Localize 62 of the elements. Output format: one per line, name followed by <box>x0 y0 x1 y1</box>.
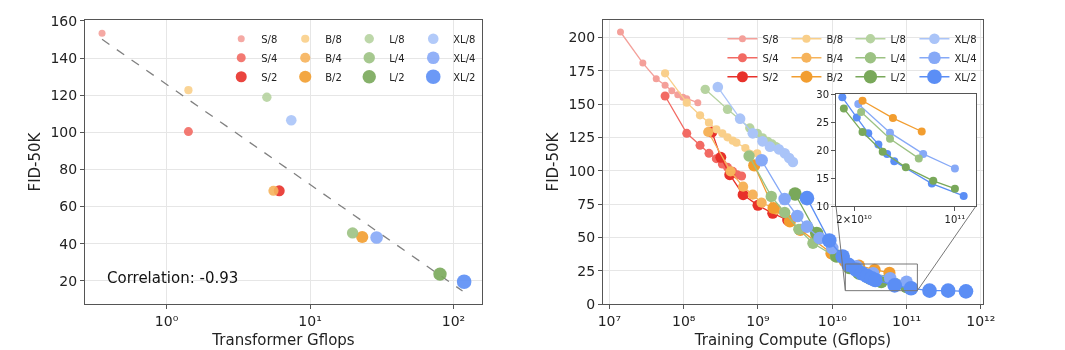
y-tick-label: 15 <box>816 172 829 184</box>
y-tick-label: 20 <box>59 272 78 289</box>
y-tick-label: 60 <box>59 198 78 215</box>
legend-label: S/2 <box>762 71 779 83</box>
legend-label: L/2 <box>389 71 405 83</box>
legend-label: XL/2 <box>453 71 476 83</box>
y-tick-label: 30 <box>816 88 829 100</box>
legend-label: XL/4 <box>954 52 977 64</box>
legend-label: L/8 <box>389 33 405 45</box>
legend-label: L/4 <box>389 52 405 64</box>
y-tick-label: 120 <box>50 87 78 104</box>
legend-label: L/8 <box>890 33 906 45</box>
y-tick-label: 175 <box>568 62 596 79</box>
y-tick-label: 40 <box>59 235 78 252</box>
legend-label: B/2 <box>826 71 844 83</box>
y-tick-label: 25 <box>577 262 596 279</box>
legend-label: S/4 <box>261 52 278 64</box>
x-tick-label: 10⁷ <box>597 312 622 329</box>
legend-label: L/4 <box>890 52 906 64</box>
legend-label: XL/8 <box>453 33 476 45</box>
x-tick-label: 2×10¹⁰ <box>836 214 872 225</box>
x-axis-title: Transformer Gflops <box>211 330 355 349</box>
y-tick-label: 25 <box>816 116 829 128</box>
x-tick-label: 10¹ <box>298 312 322 329</box>
annotation: Correlation: -0.93 <box>107 269 239 287</box>
y-tick-label: 160 <box>50 12 78 29</box>
y-axis-title: FID-50K <box>25 131 44 192</box>
x-tick-label: 10¹¹ <box>892 312 922 329</box>
legend-label: B/2 <box>325 71 342 83</box>
x-tick-label: 10⁹ <box>746 312 771 329</box>
y-tick-label: 100 <box>50 124 78 141</box>
legend-label: S/8 <box>762 33 779 45</box>
x-tick-label: 10¹² <box>966 312 996 329</box>
y-tick-label: 125 <box>568 129 596 146</box>
x-tick-label: 10⁸ <box>671 312 696 329</box>
y-tick-label: 10 <box>816 200 829 212</box>
legend-label: S/8 <box>261 33 278 45</box>
legend-label: XL/2 <box>954 71 977 83</box>
y-tick-label: 80 <box>59 161 78 178</box>
legend-label: B/8 <box>325 33 342 45</box>
legend-label: B/4 <box>826 52 844 64</box>
legend-label: XL/4 <box>453 52 476 64</box>
x-axis-title: Training Compute (Gflops) <box>693 330 892 349</box>
x-tick-label: 10¹⁰ <box>817 312 848 329</box>
x-tick-label: 10¹¹ <box>944 214 966 225</box>
y-tick-label: 75 <box>577 195 596 212</box>
legend-label: XL/8 <box>954 33 977 45</box>
legend-label: S/4 <box>762 52 779 64</box>
y-axis-title: FID-50K <box>543 131 562 192</box>
x-tick-label: 10² <box>441 312 466 329</box>
y-tick-label: 20 <box>816 144 829 156</box>
y-tick-label: 150 <box>568 95 596 112</box>
legend-label: L/2 <box>890 71 906 83</box>
y-tick-label: 200 <box>568 29 596 46</box>
x-tick-label: 10⁰ <box>154 312 179 329</box>
y-tick-label: 100 <box>568 162 596 179</box>
y-tick-label: 50 <box>577 229 596 246</box>
y-tick-label: 0 <box>586 295 596 312</box>
legend-label: S/2 <box>261 71 278 83</box>
y-tick-label: 140 <box>50 49 78 66</box>
legend-label: B/4 <box>325 52 342 64</box>
legend-label: B/8 <box>826 33 844 45</box>
